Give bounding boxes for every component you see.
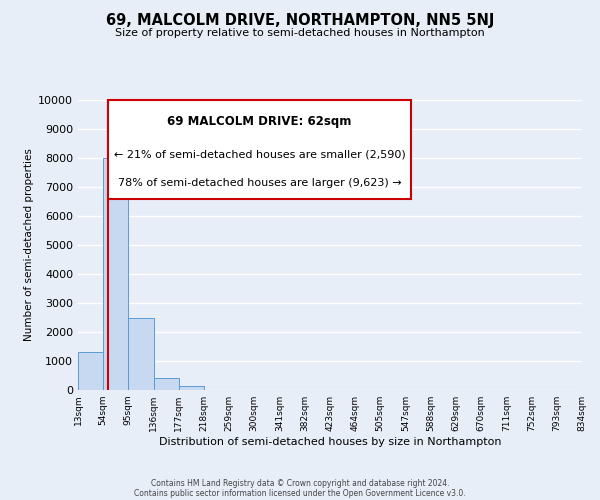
Bar: [154, 378, 179, 390]
Bar: [103, 158, 128, 390]
Y-axis label: Number of semi-detached properties: Number of semi-detached properties: [24, 148, 34, 342]
Text: Contains HM Land Registry data © Crown copyright and database right 2024.: Contains HM Land Registry data © Crown c…: [151, 478, 449, 488]
Text: 69 MALCOLM DRIVE: 62sqm: 69 MALCOLM DRIVE: 62sqm: [167, 114, 352, 128]
Bar: [128, 318, 154, 390]
Text: Size of property relative to semi-detached houses in Northampton: Size of property relative to semi-detach…: [115, 28, 485, 38]
FancyBboxPatch shape: [108, 100, 410, 198]
X-axis label: Distribution of semi-detached houses by size in Northampton: Distribution of semi-detached houses by …: [159, 437, 501, 447]
Text: ← 21% of semi-detached houses are smaller (2,590): ← 21% of semi-detached houses are smalle…: [113, 150, 406, 160]
Text: 69, MALCOLM DRIVE, NORTHAMPTON, NN5 5NJ: 69, MALCOLM DRIVE, NORTHAMPTON, NN5 5NJ: [106, 12, 494, 28]
Bar: [179, 386, 204, 390]
Text: Contains public sector information licensed under the Open Government Licence v3: Contains public sector information licen…: [134, 488, 466, 498]
Text: 78% of semi-detached houses are larger (9,623) →: 78% of semi-detached houses are larger (…: [118, 178, 401, 188]
Bar: [78, 352, 103, 390]
